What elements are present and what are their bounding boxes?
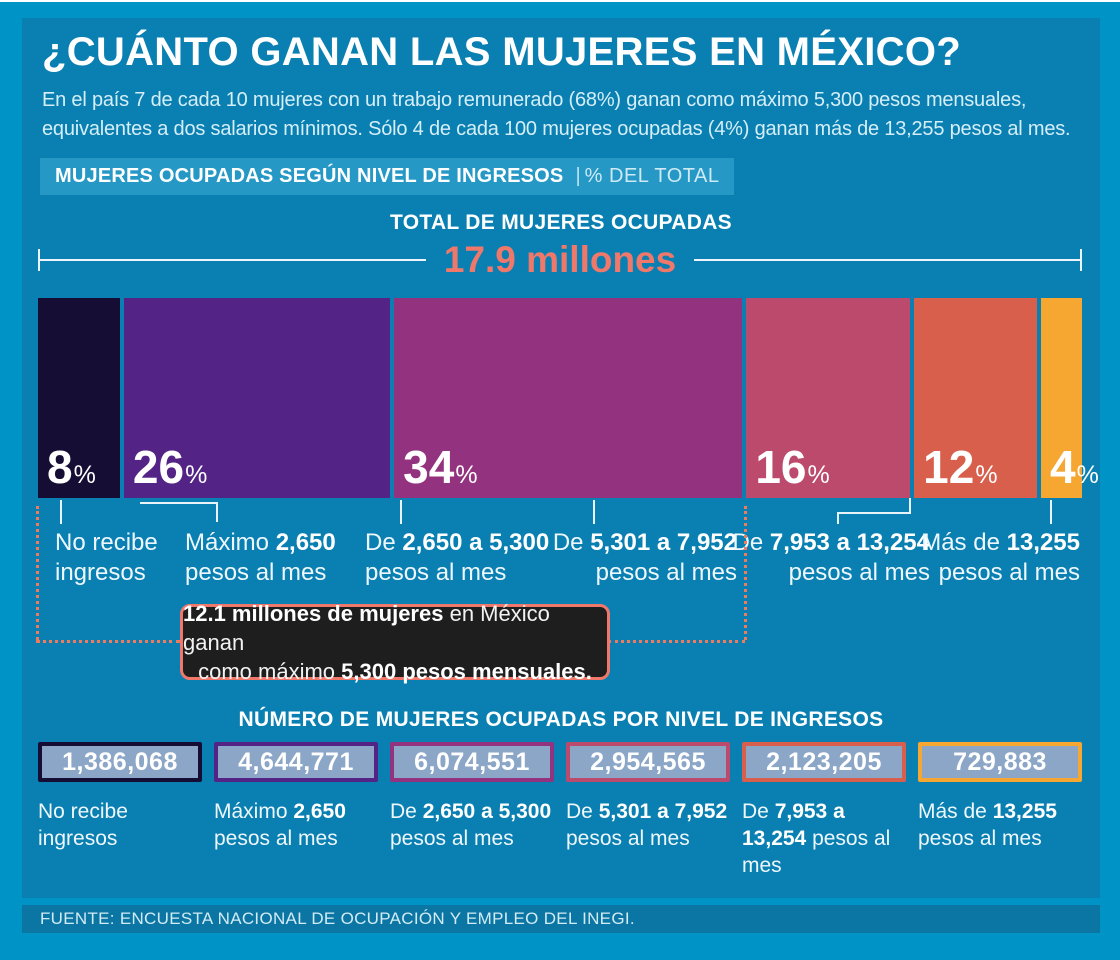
section-unit: % DEL TOTAL [584, 165, 720, 187]
count-labels-row: No recibe ingresos Máximo 2,650 pesos al… [38, 798, 1082, 879]
income-label-4: De 5,301 a 7,952 pesos al mes [552, 529, 737, 586]
source-text: FUENTE: ENCUESTA NACIONAL DE OCUPACIÓN Y… [40, 909, 635, 928]
source-bar: FUENTE: ENCUESTA NACIONAL DE OCUPACIÓN Y… [22, 905, 1100, 933]
connector-elbow-stub [837, 514, 839, 524]
count-value: 2,123,205 [766, 747, 882, 776]
income-label-6: Más de 13,255 pesos al mes [921, 529, 1080, 586]
section-header-bar: MUJERES OCUPADAS SEGÚN NIVEL DE INGRESOS… [40, 158, 735, 195]
count-box-1: 1,386,068 [38, 742, 202, 782]
bracket-right-line [694, 259, 1081, 261]
count-label-6: Más de 13,255 pesos al mes [918, 800, 1057, 850]
bar-segment-no-ingresos: 8% [38, 298, 120, 498]
count-value: 729,883 [953, 747, 1047, 776]
dotted-bracket-right-arm [608, 640, 745, 643]
content-panel: ¿CUÁNTO GANAN LAS MUJERES EN MÉXICO? En … [22, 18, 1100, 898]
intro-line-1: En el país 7 de cada 10 mujeres con un t… [42, 89, 1027, 111]
bar-segment-7953-13254: 12% [914, 298, 1038, 498]
count-value: 1,386,068 [62, 747, 178, 776]
dotted-bracket-left-arm [36, 640, 180, 643]
segment-percent: 34% [403, 441, 478, 493]
bar-segment-2650-5300: 34% [394, 298, 743, 498]
dotted-bracket-left [36, 506, 39, 640]
count-box-5: 2,123,205 [742, 742, 906, 782]
total-bracket: 17.9 millones [38, 239, 1083, 280]
page-title: ¿CUÁNTO GANAN LAS MUJERES EN MÉXICO? [42, 30, 962, 74]
segment-percent: 8% [47, 441, 96, 493]
bracket-right-tick [1080, 249, 1083, 271]
section-heading: MUJERES OCUPADAS SEGÚN NIVEL DE INGRESOS [55, 165, 564, 187]
bar-segment-max-2650: 26% [123, 298, 391, 498]
count-box-6: 729,883 [918, 742, 1082, 782]
count-label-2: Máximo 2,650 pesos al mes [214, 800, 346, 850]
annotation-callout: 12.1 millones de mujeres en México ganan… [180, 601, 610, 684]
segment-percent: 26% [132, 441, 208, 493]
count-label-5: De 7,953 a 13,254 pesos al mes [742, 800, 891, 877]
income-label-3: De 2,650 a 5,300 pesos al mes [365, 529, 550, 586]
count-box-3: 6,074,551 [390, 742, 554, 782]
dotted-bracket-right [744, 506, 747, 640]
bracket-left-tick [38, 249, 40, 271]
income-label-5: De 7,953 a 13,254 pesos al mes [732, 529, 930, 586]
count-value: 4,644,771 [238, 747, 354, 776]
count-label-3: De 2,650 a 5,300 pesos al mes [390, 800, 552, 850]
bar-segment-5301-7952: 16% [746, 298, 911, 498]
count-value: 2,954,565 [590, 747, 706, 776]
counts-heading: NÚMERO DE MUJERES OCUPADAS POR NIVEL DE … [238, 708, 884, 731]
income-label-1: No recibe ingresos [55, 529, 158, 586]
total-value: 17.9 millones [443, 239, 677, 280]
income-label-2: Máximo 2,650 pesos al mes [185, 529, 336, 586]
count-box-2: 4,644,771 [214, 742, 378, 782]
connector-tick [60, 500, 62, 524]
segment-percent: 12% [923, 441, 998, 493]
segment-percent: 4% [1050, 441, 1099, 493]
count-label-1: No recibe ingresos [38, 800, 128, 850]
connector-elbow [837, 498, 911, 514]
count-value: 6,074,551 [414, 747, 530, 776]
top-border [0, 0, 1120, 2]
bar-segment-mas-13255: 4% [1041, 298, 1099, 498]
count-boxes-row: 1,386,068 4,644,771 6,074,551 2,954,565 … [38, 742, 1082, 782]
stacked-bar: 8% 26% 34% 16% 12% 4% [38, 298, 1099, 498]
connector-tick [400, 500, 402, 524]
count-box-4: 2,954,565 [566, 742, 730, 782]
segment-percent: 16% [755, 441, 830, 493]
bracket-left-line [40, 259, 426, 261]
connector-tick [593, 500, 595, 524]
connector-elbow [140, 502, 218, 522]
intro-text: En el país 7 de cada 10 mujeres con un t… [42, 86, 1087, 144]
connector-tick [1050, 500, 1052, 524]
count-label-4: De 5,301 a 7,952 pesos al mes [566, 800, 728, 850]
intro-line-2: equivalentes a dos salarios mínimos. Sól… [42, 118, 1071, 140]
section-separator: | [575, 165, 581, 187]
total-label: TOTAL DE MUJERES OCUPADAS [390, 211, 732, 234]
